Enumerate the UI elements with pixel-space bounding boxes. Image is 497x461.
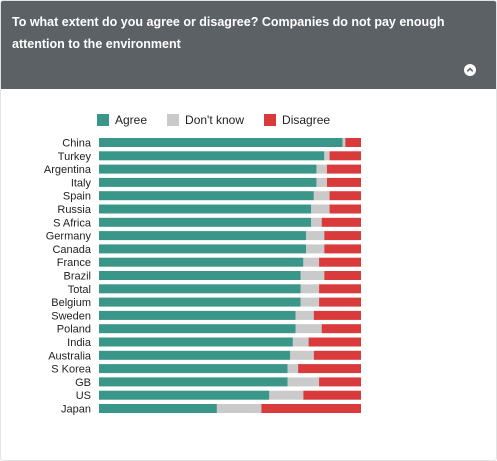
bar-belgium-disagree[interactable] (319, 297, 361, 307)
bar-turkey-don-t-know[interactable] (324, 151, 330, 161)
bar-brazil-don-t-know[interactable] (300, 271, 325, 280)
bar-poland-disagree[interactable] (321, 324, 361, 334)
bar-china-disagree[interactable] (345, 138, 361, 147)
legend-item-agree[interactable]: Agree (97, 113, 147, 127)
bar-belgium-don-t-know[interactable] (300, 297, 320, 307)
category-label-s-africa: S Africa (53, 217, 92, 229)
bar-japan-don-t-know[interactable] (216, 404, 262, 413)
bar-japan-agree[interactable] (99, 404, 217, 413)
category-label-india: India (67, 337, 92, 349)
bar-s-korea-disagree[interactable] (298, 364, 361, 374)
legend-item-disagree[interactable]: Disagree (264, 113, 330, 127)
bar-brazil-agree[interactable] (99, 271, 301, 280)
bar-canada-disagree[interactable] (324, 244, 361, 254)
bar-gb-agree[interactable] (99, 377, 288, 387)
bar-poland-agree[interactable] (99, 324, 296, 334)
category-label-italy: Italy (71, 177, 92, 189)
bar-russia-disagree[interactable] (329, 204, 361, 214)
category-label-us: US (76, 390, 91, 402)
category-label-poland: Poland (57, 324, 91, 336)
bar-france-agree[interactable] (99, 257, 304, 267)
bar-italy-agree[interactable] (99, 177, 317, 187)
bar-japan-disagree[interactable] (261, 404, 361, 413)
category-label-australia: Australia (48, 350, 92, 362)
bar-gb-disagree[interactable] (319, 377, 361, 387)
bar-s-africa-don-t-know[interactable] (311, 217, 322, 227)
category-label-canada: Canada (52, 244, 91, 256)
bar-argentina-disagree[interactable] (326, 164, 361, 174)
legend-label-dont-know: Don't know (185, 113, 245, 127)
legend-label-agree: Agree (115, 113, 148, 127)
legend: Agree Don't know Disagree (97, 112, 330, 128)
chart-title: To what extent do you agree or disagree?… (12, 15, 445, 51)
bar-germany-don-t-know[interactable] (305, 231, 325, 241)
legend-swatch-dont-know (167, 114, 180, 126)
bar-s-africa-agree[interactable] (99, 217, 312, 227)
bar-brazil-disagree[interactable] (324, 271, 361, 280)
category-label-turkey: Turkey (58, 151, 92, 163)
category-label-france: France (57, 257, 91, 269)
bar-argentina-agree[interactable] (99, 164, 317, 174)
bar-france-don-t-know[interactable] (303, 257, 320, 267)
bar-spain-agree[interactable] (99, 191, 314, 201)
category-label-sweden: Sweden (51, 310, 91, 322)
bar-s-africa-disagree[interactable] (321, 217, 361, 227)
bar-gb-don-t-know[interactable] (287, 377, 320, 387)
bar-s-korea-don-t-know[interactable] (287, 364, 299, 374)
category-label-s-korea: S Korea (51, 364, 92, 376)
bar-canada-agree[interactable] (99, 244, 306, 254)
bar-belgium-agree[interactable] (99, 297, 301, 307)
bar-india-don-t-know[interactable] (292, 337, 309, 347)
bar-china-agree[interactable] (99, 138, 343, 147)
bar-canada-don-t-know[interactable] (305, 244, 325, 254)
bar-us-disagree[interactable] (303, 390, 361, 400)
bar-us-don-t-know[interactable] (269, 390, 304, 400)
bar-australia-don-t-know[interactable] (290, 350, 314, 360)
bar-turkey-disagree[interactable] (329, 151, 361, 161)
legend-swatch-disagree (264, 114, 277, 126)
category-label-brazil: Brazil (63, 271, 91, 283)
bar-india-disagree[interactable] (308, 337, 361, 347)
bar-total-don-t-know[interactable] (300, 284, 320, 294)
category-label-spain: Spain (63, 191, 91, 203)
bar-germany-agree[interactable] (99, 231, 306, 241)
bar-turkey-agree[interactable] (99, 151, 325, 161)
bar-sweden-don-t-know[interactable] (295, 310, 314, 320)
bar-russia-don-t-know[interactable] (311, 204, 330, 214)
bar-spain-don-t-know[interactable] (313, 191, 330, 201)
bar-us-agree[interactable] (99, 390, 270, 400)
header-bar: To what extent do you agree or disagree?… (1, 1, 496, 89)
category-label-gb: GB (75, 377, 91, 389)
bar-total-disagree[interactable] (319, 284, 361, 294)
bar-india-agree[interactable] (99, 337, 293, 347)
legend-label-disagree: Disagree (282, 113, 331, 127)
bar-sweden-agree[interactable] (99, 310, 296, 320)
bar-poland-don-t-know[interactable] (295, 324, 322, 334)
category-label-japan: Japan (61, 404, 91, 416)
bar-italy-disagree[interactable] (326, 177, 361, 187)
legend-item-dont-know[interactable]: Don't know (167, 113, 244, 127)
category-label-belgium: Belgium (51, 297, 91, 309)
bar-argentina-don-t-know[interactable] (316, 164, 327, 174)
bar-china-don-t-know[interactable] (342, 138, 346, 147)
bar-spain-disagree[interactable] (329, 191, 361, 201)
bar-sweden-disagree[interactable] (313, 310, 361, 320)
bar-russia-agree[interactable] (99, 204, 312, 214)
bar-france-disagree[interactable] (319, 257, 361, 267)
category-label-total: Total (68, 284, 91, 296)
bar-australia-agree[interactable] (99, 350, 291, 360)
bar-s-korea-agree[interactable] (99, 364, 288, 374)
category-label-argentina: Argentina (44, 164, 92, 176)
legend-swatch-agree (97, 114, 109, 126)
category-label-germany: Germany (46, 231, 92, 243)
bar-germany-disagree[interactable] (324, 231, 361, 241)
bar-italy-don-t-know[interactable] (316, 177, 327, 187)
category-label-china: China (62, 138, 92, 150)
bar-australia-disagree[interactable] (313, 350, 361, 360)
category-label-russia: Russia (57, 204, 92, 216)
chevron-up-circle-icon[interactable] (464, 64, 476, 76)
bar-total-agree[interactable] (99, 284, 301, 294)
